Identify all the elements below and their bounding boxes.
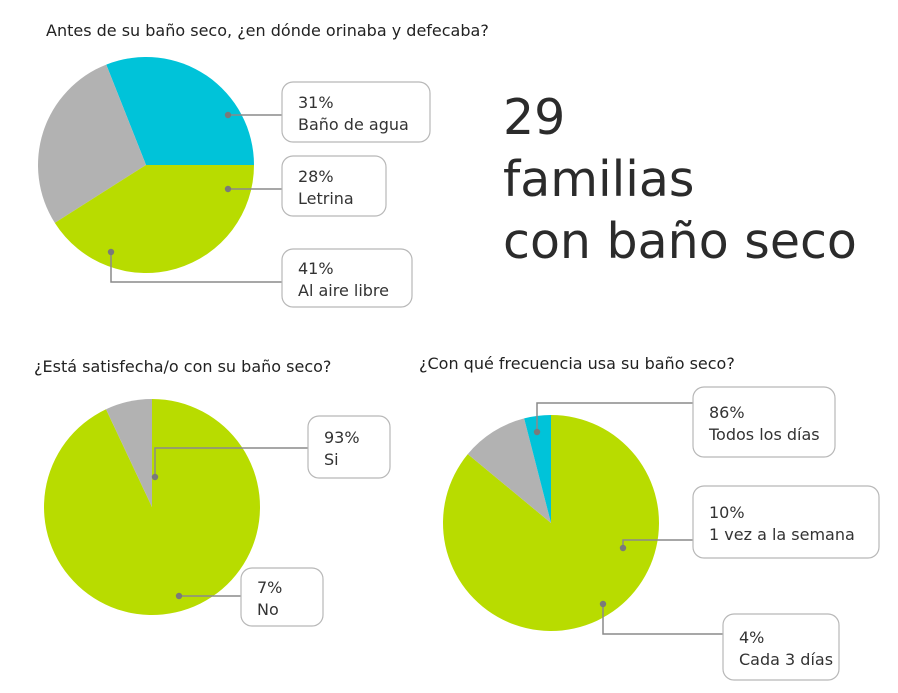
families-count: 29 [503, 89, 566, 146]
callout-percent: 7% [257, 578, 282, 597]
chart-title-frequency: ¿Con qué frecuencia usa su baño seco? [419, 354, 735, 373]
connector-dot [619, 544, 627, 552]
callout-box [722, 613, 840, 681]
callout-percent: 86% [709, 403, 745, 422]
pie-slice [524, 415, 551, 523]
callout-label: Baño de agua [298, 115, 409, 134]
callout-box [281, 81, 431, 143]
callout-label: 1 vez a la semana [709, 525, 855, 544]
callout-percent: 10% [709, 503, 745, 522]
callout-box [281, 155, 387, 217]
pie-slice [467, 418, 551, 523]
dry-toilet-phrase: con baño seco [503, 213, 857, 270]
callout-percent: 28% [298, 167, 334, 186]
connector-dot [151, 473, 159, 481]
pie-slice [44, 399, 261, 615]
connector-dot [533, 428, 541, 436]
callout-label: Cada 3 días [739, 650, 833, 669]
connector-line [110, 252, 282, 283]
callout-label: No [257, 600, 279, 619]
connector-line [536, 402, 693, 432]
connector-dot [224, 111, 232, 119]
pie-slice [54, 165, 255, 274]
chart-title-before: Antes de su baño seco, ¿en dónde orinaba… [46, 21, 489, 40]
callout-box [692, 386, 836, 458]
connector-line [602, 604, 723, 635]
callout-label: Al aire libre [298, 281, 389, 300]
callout-percent: 31% [298, 93, 334, 112]
pie-slice [442, 415, 659, 631]
callout-percent: 41% [298, 259, 334, 278]
callout-box [307, 415, 391, 479]
connector-dot [175, 592, 183, 600]
callout-label: Letrina [298, 189, 354, 208]
callout-percent: 4% [739, 628, 764, 647]
pie-slice [106, 56, 255, 165]
callout-percent: 93% [324, 428, 360, 447]
pie-slice [106, 399, 152, 507]
connector-dot [107, 248, 115, 256]
families-word: familias [503, 151, 695, 208]
callout-box [240, 567, 324, 627]
callout-label: Si [324, 450, 339, 469]
callout-box [281, 248, 413, 308]
connector-line [154, 447, 308, 477]
pie-slice [37, 64, 146, 223]
chart-title-satisfaction: ¿Está satisfecha/o con su baño seco? [34, 357, 332, 376]
callout-label: Todos los días [708, 425, 820, 444]
connector-dot [224, 185, 232, 193]
connector-dot [599, 600, 607, 608]
callout-box [692, 485, 880, 559]
